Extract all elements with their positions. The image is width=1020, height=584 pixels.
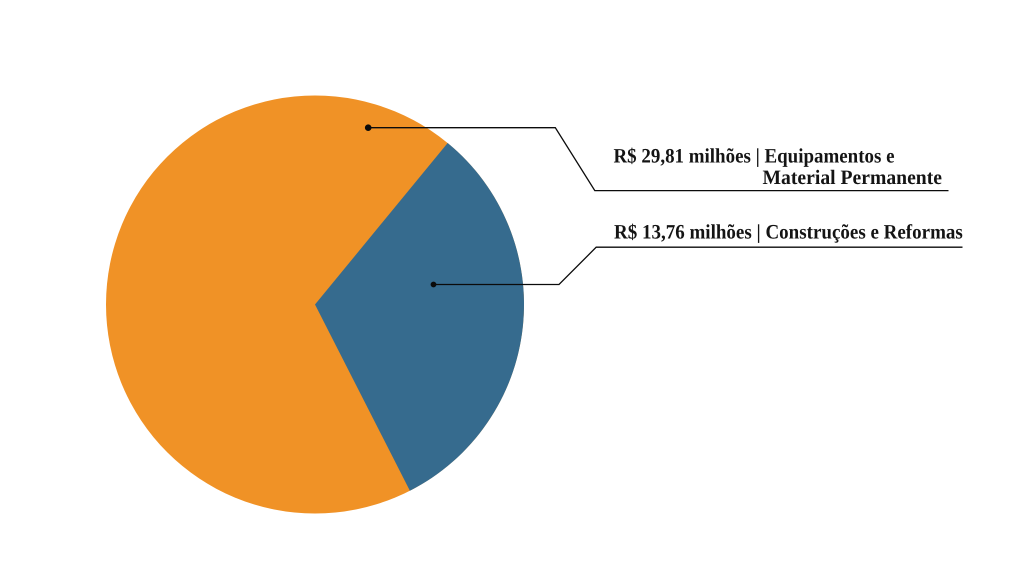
svg-text:R$ 29,81 milhões | Equipamento: R$ 29,81 milhões | Equipamentos e [614, 145, 895, 167]
svg-text:Material Permanente: Material Permanente [763, 167, 943, 189]
svg-text:R$ 13,76 milhões | Construções: R$ 13,76 milhões | Construções e Reforma… [614, 221, 963, 243]
